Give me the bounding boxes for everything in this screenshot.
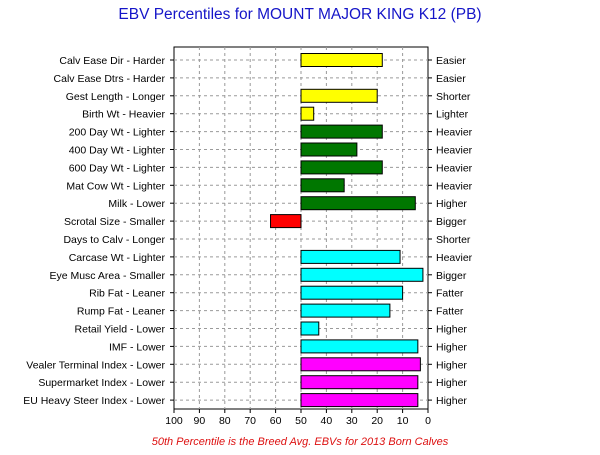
x-tick-label: 70: [244, 415, 256, 427]
trait-direction-label: Heavier: [436, 180, 473, 192]
trait-direction-label: Shorter: [436, 234, 471, 246]
bar: [300, 393, 419, 408]
trait-labels-left: Calv Ease Dir - Harder Calv Ease Dtrs - H…: [23, 55, 165, 407]
trait-label: Rib Fat - Leaner: [89, 288, 165, 300]
trait-direction-label: Bigger: [436, 270, 467, 282]
trait-direction-label: Easier: [436, 55, 466, 67]
trait-direction-label: Higher: [436, 359, 467, 371]
trait-label: Vealer Terminal Index - Lower: [26, 359, 165, 371]
trait-direction-label: Higher: [436, 341, 467, 353]
trait-direction-label: Higher: [436, 377, 467, 389]
trait-label: IMF - Lower: [109, 341, 166, 353]
trait-direction-label: Higher: [436, 198, 467, 210]
bar: [300, 267, 424, 282]
bars: [270, 53, 424, 408]
bar: [300, 88, 378, 103]
trait-direction-label: Heavier: [436, 162, 473, 174]
bar: [300, 249, 401, 264]
trait-direction-label: Higher: [436, 395, 467, 407]
trait-label: Calv Ease Dtrs - Harder: [54, 73, 166, 85]
bar: [300, 303, 391, 318]
trait-label: Eye Musc Area - Smaller: [49, 270, 165, 282]
bar: [300, 375, 419, 390]
x-tick-label: 20: [371, 415, 383, 427]
bar: [300, 285, 404, 300]
trait-direction-label: Higher: [436, 324, 467, 336]
bar: [300, 357, 421, 372]
trait-label: Scrotal Size - Smaller: [64, 216, 165, 228]
x-tick-label: 50: [295, 415, 307, 427]
trait-direction-label: Heavier: [436, 127, 473, 139]
bar: [300, 53, 383, 67]
x-tick-label: 100: [165, 415, 183, 427]
trait-label: EU Heavy Steer Index - Lower: [23, 395, 165, 407]
bar: [300, 321, 320, 336]
bar: [300, 106, 315, 121]
trait-label: 600 Day Wt - Lighter: [69, 162, 166, 174]
x-tick-label: 80: [219, 415, 231, 427]
bar: [300, 124, 383, 139]
footnote: 50th Percentile is the Breed Avg. EBVs f…: [151, 436, 449, 448]
trait-label: 200 Day Wt - Lighter: [69, 127, 166, 139]
trait-label: Days to Calv - Longer: [63, 234, 165, 246]
trait-labels-right: Easier Easier Shorter Lighter Heavier Heavier…: [436, 55, 473, 407]
bar: [300, 142, 358, 157]
bar: [270, 214, 302, 229]
x-tick-label: 40: [321, 415, 333, 427]
trait-label: 400 Day Wt - Lighter: [69, 145, 166, 157]
trait-label: Rump Fat - Leaner: [77, 306, 166, 318]
trait-direction-label: Easier: [436, 73, 466, 85]
x-tick-label: 60: [270, 415, 282, 427]
chart-title: EBV Percentiles for MOUNT MAJOR KING K12…: [118, 6, 482, 23]
trait-direction-label: Bigger: [436, 216, 467, 228]
trait-label: Supermarket Index - Lower: [38, 377, 165, 389]
trait-label: Milk - Lower: [108, 198, 165, 210]
x-tick-label: 0: [425, 415, 431, 427]
trait-direction-label: Heavier: [436, 145, 473, 157]
bar: [300, 339, 419, 354]
trait-label: Gest Length - Longer: [66, 91, 166, 103]
bar: [300, 160, 383, 175]
trait-label: Retail Yield - Lower: [75, 324, 166, 336]
bar: [300, 196, 416, 211]
trait-label: Mat Cow Wt - Lighter: [66, 180, 165, 192]
trait-direction-label: Shorter: [436, 91, 471, 103]
x-tick-label: 90: [194, 415, 206, 427]
trait-label: Calv Ease Dir - Harder: [59, 55, 165, 67]
trait-direction-label: Lighter: [436, 109, 469, 121]
trait-direction-label: Fatter: [436, 288, 464, 300]
x-tick-label: 10: [397, 415, 409, 427]
trait-label: Birth Wt - Heavier: [82, 109, 165, 121]
bar: [300, 178, 345, 193]
x-tick-label: 30: [346, 415, 358, 427]
trait-direction-label: Heavier: [436, 252, 473, 264]
trait-label: Carcase Wt - Lighter: [69, 252, 166, 264]
trait-direction-label: Fatter: [436, 306, 464, 318]
x-axis-ticks: 100 90 80 70 60 50 40 30 20 10 0: [165, 409, 431, 427]
